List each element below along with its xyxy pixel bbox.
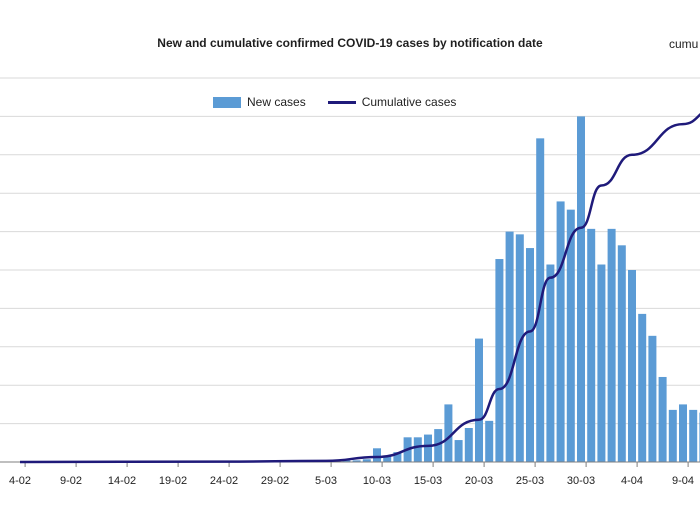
x-tick-label: 9-04 [672,475,694,487]
bar-new-cases [424,434,432,462]
x-tick-label: 9-02 [60,475,82,487]
x-tick-label: 24-02 [210,475,238,487]
x-tick-label: 29-02 [261,475,289,487]
bar-new-cases [475,338,483,462]
bar-new-cases [495,259,504,462]
bar-new-cases [464,427,473,462]
x-tick-label: 19-02 [159,475,187,487]
corner-label: cumu [669,37,699,51]
chart-title: New and cumulative confirmed COVID-19 ca… [157,36,543,50]
bar-new-cases [434,429,443,462]
bar-new-cases [648,335,657,462]
bar-new-cases [658,376,667,462]
x-tick-label: 5-03 [315,475,337,487]
bar-new-cases [505,231,514,462]
bar-new-cases [515,234,524,462]
line-cumulative-cases [19,113,700,464]
x-tick-label: 20-03 [465,475,493,487]
bar-new-cases [668,409,677,462]
legend-label-new-cases: New cases [247,95,306,109]
chart-legend: New cases Cumulative cases [213,93,478,111]
bar-new-cases [352,460,361,462]
bar-new-cases [597,264,606,462]
bar-new-cases [485,420,494,462]
legend-item-cumulative-cases: Cumulative cases [327,95,457,109]
bar-new-cases [342,460,351,462]
x-tick-label: 15-03 [414,475,442,487]
bar-new-cases [526,248,534,462]
bar-new-cases [577,116,585,463]
legend-swatch-bar-icon [213,96,241,108]
bar-new-cases [566,209,575,462]
bar-new-cases [444,404,453,462]
bar-new-cases [689,409,698,462]
bar-new-cases [362,459,371,462]
legend-item-new-cases: New cases [213,95,306,109]
bar-new-cases [383,455,392,462]
x-tick-label: 4-02 [9,475,31,487]
bar-new-cases [607,228,616,462]
x-tick-label: 10-03 [363,475,391,487]
bar-new-cases [393,452,402,462]
bar-new-cases [546,264,555,462]
legend-swatch-line-icon [327,100,356,104]
bar-new-cases [679,404,687,462]
bar-new-cases [413,437,422,462]
legend-label-cumulative-cases: Cumulative cases [361,95,457,109]
bar-new-cases [628,270,636,462]
bar-new-cases [556,201,565,462]
bar-new-cases [587,228,596,462]
x-tick-label: 25-03 [516,475,544,487]
bar-new-cases [638,313,647,462]
bar-new-cases [373,448,381,462]
x-tick-label: 30-03 [567,475,595,487]
bar-new-cases [454,440,463,462]
x-tick-label: 14-02 [108,475,136,487]
x-tick-label: 4-04 [621,475,643,487]
bar-new-cases [617,245,626,462]
